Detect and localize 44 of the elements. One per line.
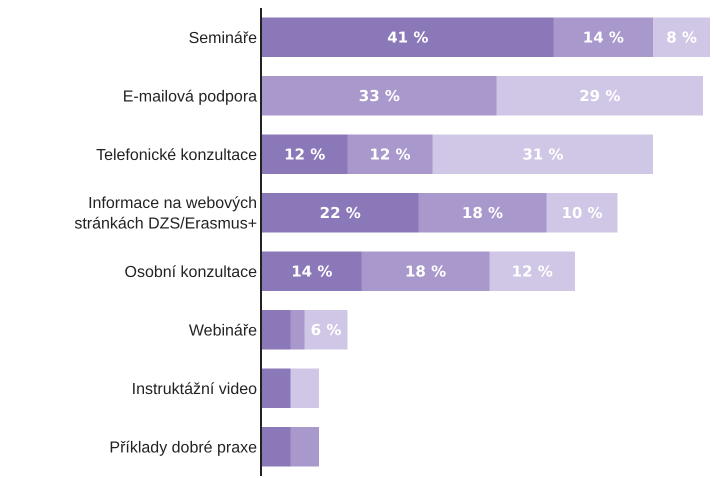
bar xyxy=(262,368,290,408)
bar xyxy=(653,18,710,57)
data-label: 10 % xyxy=(561,204,603,222)
data-label: 14 % xyxy=(582,28,624,46)
data-label: 6 % xyxy=(310,320,342,339)
bar xyxy=(546,193,618,232)
bar xyxy=(262,252,362,291)
bar xyxy=(418,193,546,232)
y-tick-label: Informace na webových stránkách DZS/Erasmus+ xyxy=(74,194,258,233)
bar xyxy=(496,76,703,116)
bar xyxy=(554,18,654,57)
bar xyxy=(362,252,490,291)
y-tick-label: E-mailová podpora xyxy=(122,88,258,106)
bar xyxy=(262,193,418,232)
y-tick-label: Webináře xyxy=(188,322,258,340)
y-tick-label: Semináře xyxy=(188,30,258,47)
bar xyxy=(262,134,348,174)
bar xyxy=(290,310,305,350)
bar xyxy=(432,134,654,174)
bar xyxy=(290,427,319,466)
bar xyxy=(290,368,319,408)
data-label: 18 % xyxy=(404,262,446,280)
data-label: 18 % xyxy=(462,204,504,222)
bar xyxy=(262,18,554,57)
data-label: 31 % xyxy=(522,145,564,164)
data-label: 12 % xyxy=(512,262,553,280)
bar xyxy=(347,134,433,174)
bar xyxy=(304,310,348,350)
bar xyxy=(490,252,575,291)
bar xyxy=(262,310,290,350)
data-label: 33 % xyxy=(358,86,400,105)
data-label: 29 % xyxy=(579,86,620,105)
y-tick-label: Telefonické konzultace xyxy=(96,146,258,164)
data-label: 12 % xyxy=(369,145,411,164)
data-label: 12 % xyxy=(284,145,326,164)
data-label: 8 % xyxy=(666,28,697,46)
y-tick-label: Příklady dobré praxe xyxy=(109,439,258,456)
bar xyxy=(262,427,290,466)
y-tick-label: Osobní konzultace xyxy=(124,264,258,281)
data-label: 41 % xyxy=(387,28,428,46)
data-label: 14 % xyxy=(291,262,332,280)
bar xyxy=(262,76,497,116)
y-tick-label: Instruktážní video xyxy=(132,380,258,398)
data-label: 22 % xyxy=(320,204,361,222)
